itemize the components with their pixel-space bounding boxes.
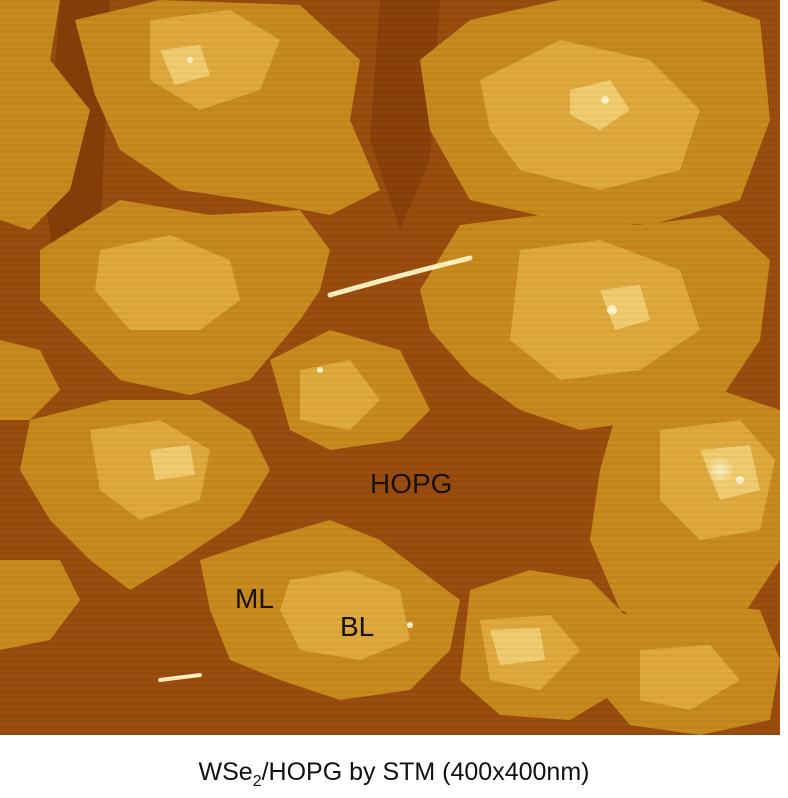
- figure-caption: WSe2/HOPG by STM (400x400nm): [0, 758, 788, 791]
- bilayer-label: BL: [340, 611, 375, 642]
- caption-prefix: WSe: [198, 758, 253, 786]
- monolayer-label: ML: [235, 583, 274, 614]
- caption-suffix: /HOPG by STM (400x400nm): [261, 758, 590, 786]
- caption-subscript: 2: [252, 773, 262, 790]
- hopg-label: HOPG: [370, 468, 453, 499]
- stm-image: [0, 0, 780, 735]
